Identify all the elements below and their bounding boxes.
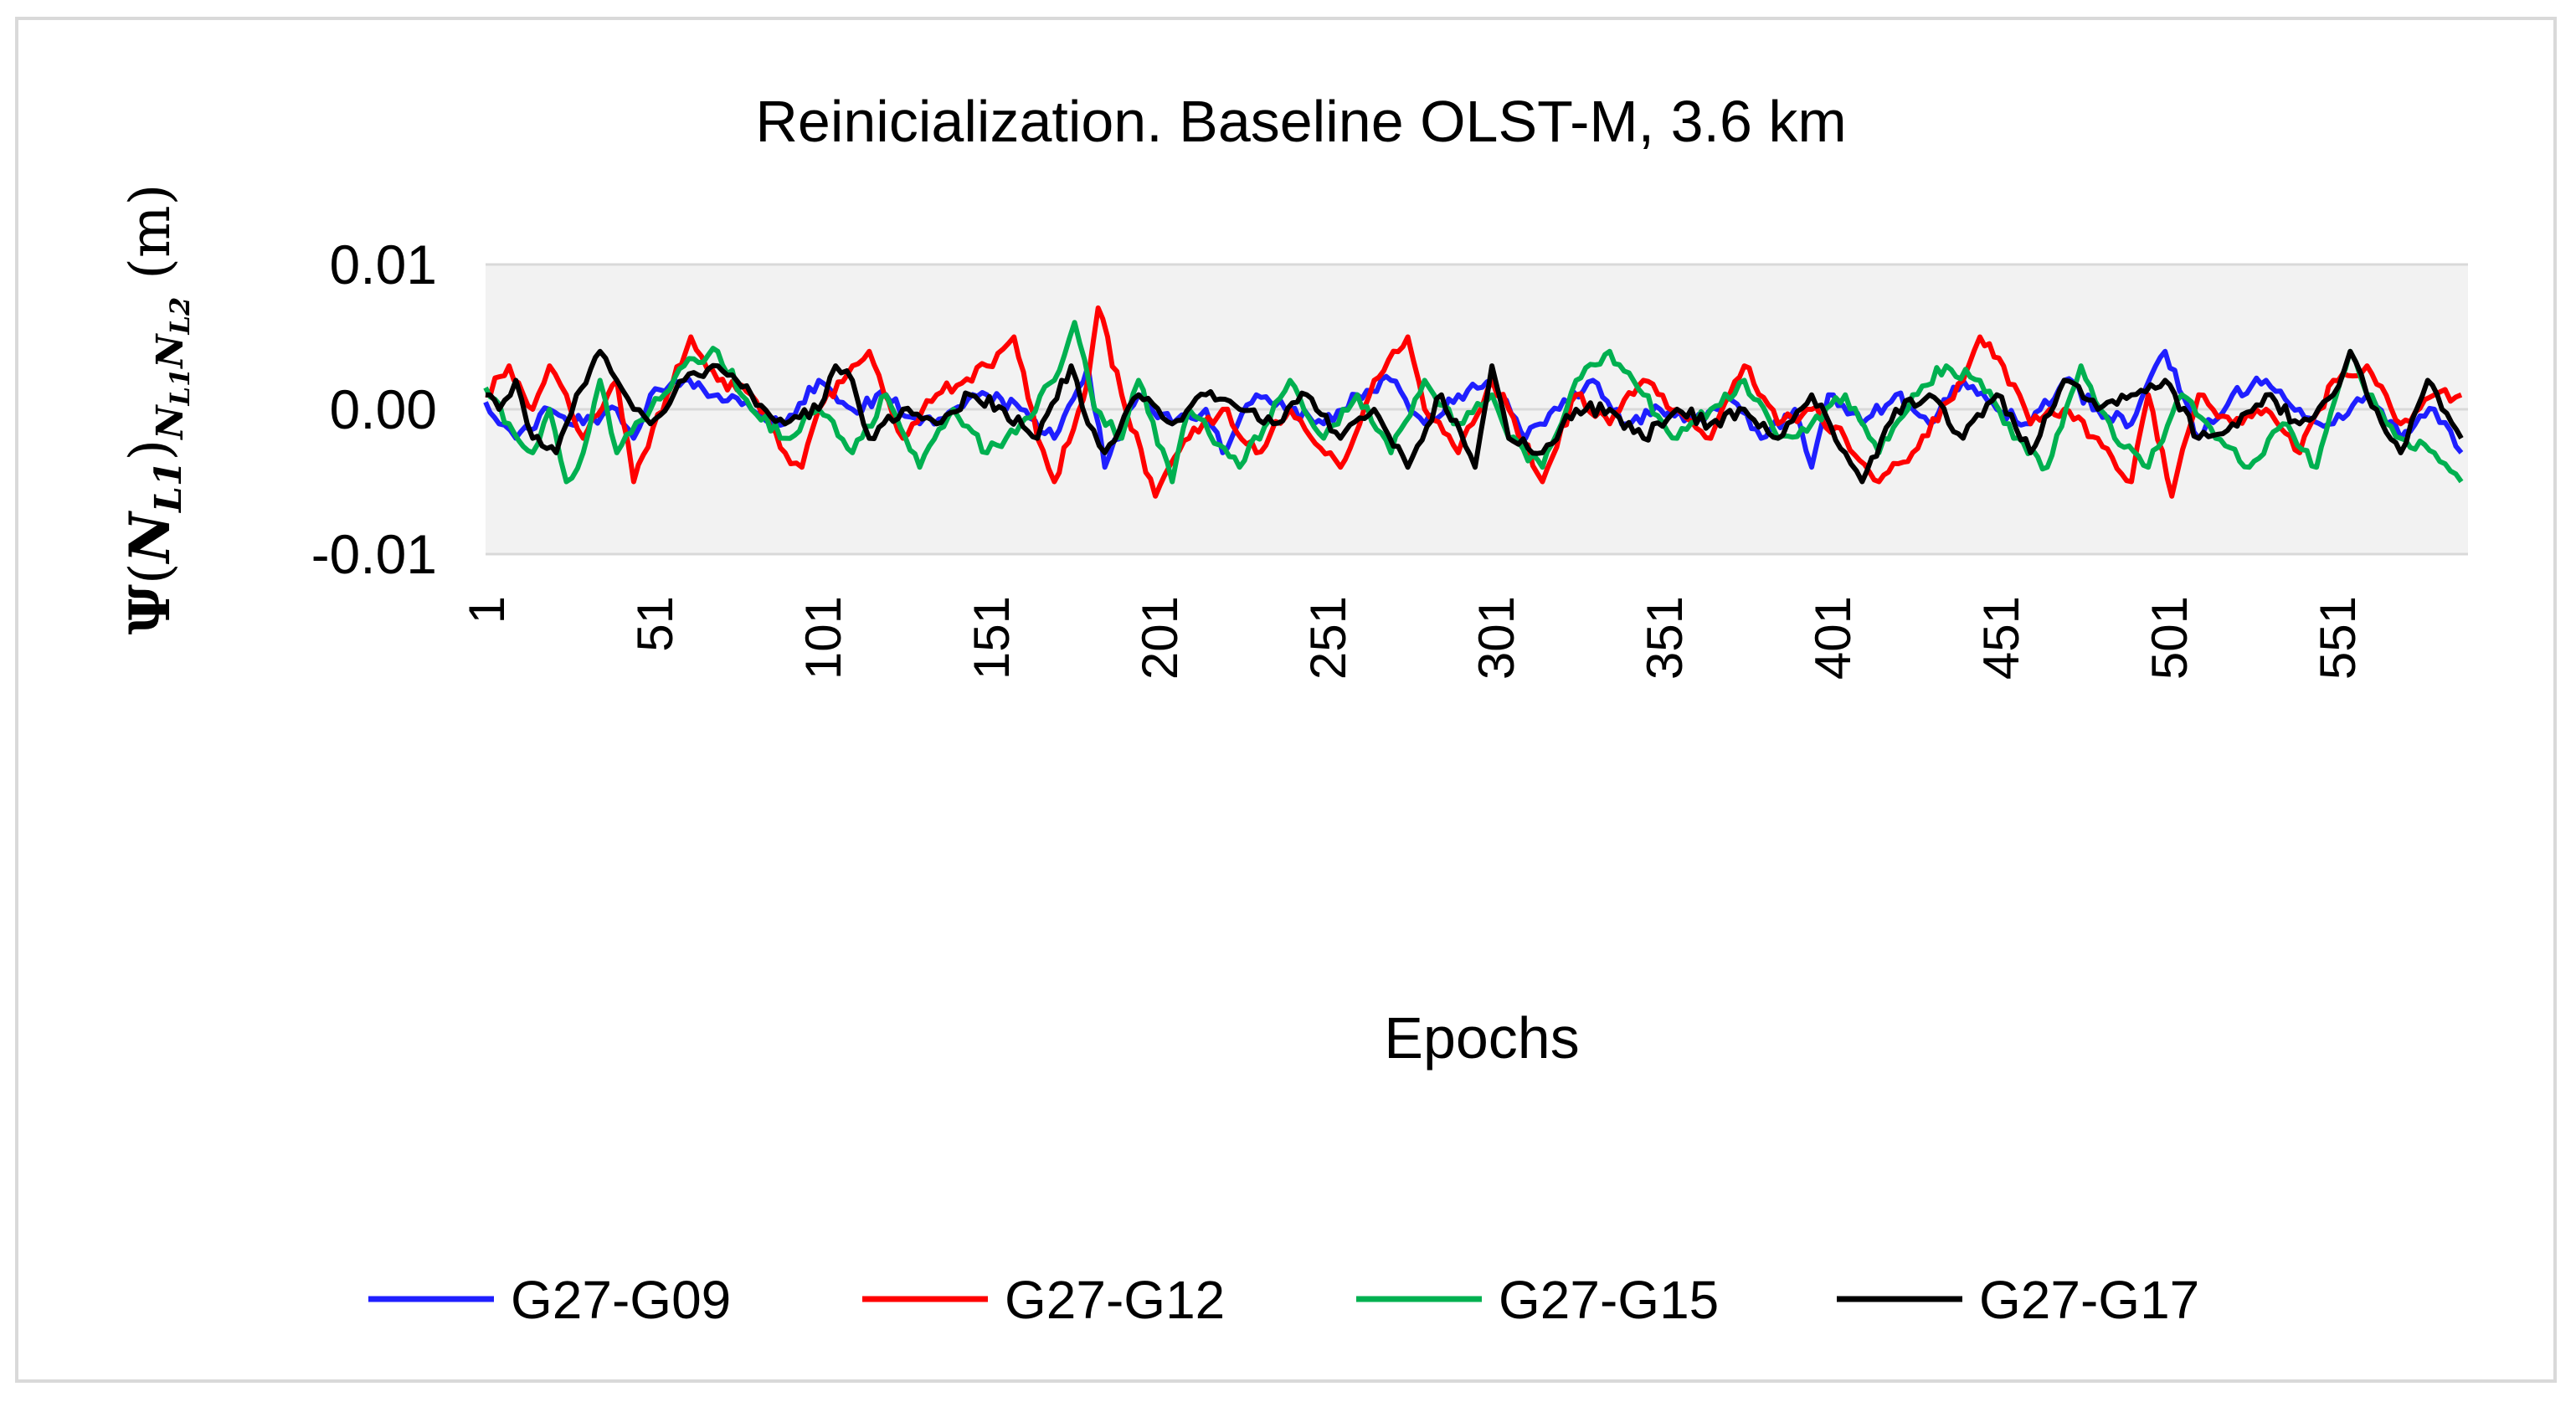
series-lines <box>483 305 2464 499</box>
y-label-main: N <box>117 510 183 564</box>
y-tick-label: 0.01 <box>330 234 437 295</box>
x-tick-label: 251 <box>1300 596 1356 680</box>
x-tick-label: 501 <box>2142 596 2198 680</box>
y-label-outer-sub: N <box>149 404 192 441</box>
x-tick-label: 401 <box>1805 596 1861 680</box>
x-tick-label: 201 <box>1132 596 1188 680</box>
y-tick-label: -0.01 <box>311 523 437 585</box>
y-label-outer-sub2: L2 <box>164 297 196 336</box>
x-tick-label: 1 <box>459 596 515 624</box>
x-tick-label: 551 <box>2310 596 2366 680</box>
y-tick-label: 0.00 <box>330 378 437 440</box>
svg-text:Ψ(NL1)NL1NL2 (m): Ψ(NL1)NL1NL2 (m) <box>117 184 196 635</box>
x-tick-label: 51 <box>627 596 683 652</box>
y-label-unit: (m) <box>118 184 183 280</box>
x-tick-label: 101 <box>795 596 851 680</box>
legend-label: G27-G15 <box>1499 1270 1719 1330</box>
chart-svg: Reinicialization. Baseline OLST-M, 3.6 k… <box>117 89 2468 1330</box>
chart-title: Reinicialization. Baseline OLST-M, 3.6 k… <box>755 89 1846 154</box>
series-line-G27-G17 <box>485 348 2464 485</box>
y-tick-labels: 0.01 0.00 -0.01 <box>311 234 437 585</box>
chart-frame: Reinicialization. Baseline OLST-M, 3.6 k… <box>15 17 2557 1383</box>
x-tick-label: 301 <box>1468 596 1525 680</box>
x-tick-label: 451 <box>1973 596 2029 680</box>
legend: G27-G09 G27-G12 G27-G15 G27-G17 <box>368 1270 2199 1330</box>
x-tick-labels: 1 51 101 151 201 251 301 351 401 451 501 551 <box>459 596 2366 680</box>
y-axis-label: Ψ(NL1)NL1NL2 (m) <box>117 184 196 635</box>
y-label-outer-sub1: L1 <box>164 368 196 407</box>
legend-label: G27-G09 <box>511 1270 731 1330</box>
y-label-symbol: Ψ <box>117 584 183 634</box>
y-label-main-sub: L1 <box>147 460 190 514</box>
legend-label: G27-G12 <box>1005 1270 1225 1330</box>
series-line-G27-G15 <box>483 320 2464 485</box>
x-tick-label: 351 <box>1637 596 1693 680</box>
series-line-G27-G09 <box>483 348 2464 470</box>
x-axis-label: Epochs <box>1384 1005 1579 1071</box>
legend-label: G27-G17 <box>1979 1270 2199 1330</box>
x-tick-label: 151 <box>964 596 1020 680</box>
y-label-outer-mid: N <box>149 333 192 370</box>
